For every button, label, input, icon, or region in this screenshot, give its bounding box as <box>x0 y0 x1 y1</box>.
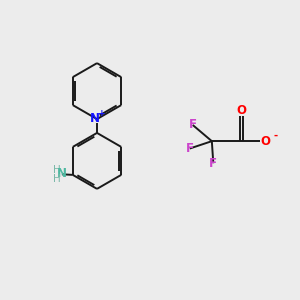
Text: N: N <box>90 112 100 125</box>
Text: F: F <box>209 157 217 170</box>
Text: -: - <box>273 131 278 141</box>
Text: O: O <box>261 135 271 148</box>
Text: +: + <box>98 109 106 118</box>
Text: H: H <box>53 174 61 184</box>
Text: F: F <box>186 142 194 155</box>
Text: O: O <box>236 104 246 117</box>
Text: H: H <box>53 165 61 175</box>
Text: N: N <box>57 167 67 180</box>
Text: F: F <box>189 118 197 131</box>
